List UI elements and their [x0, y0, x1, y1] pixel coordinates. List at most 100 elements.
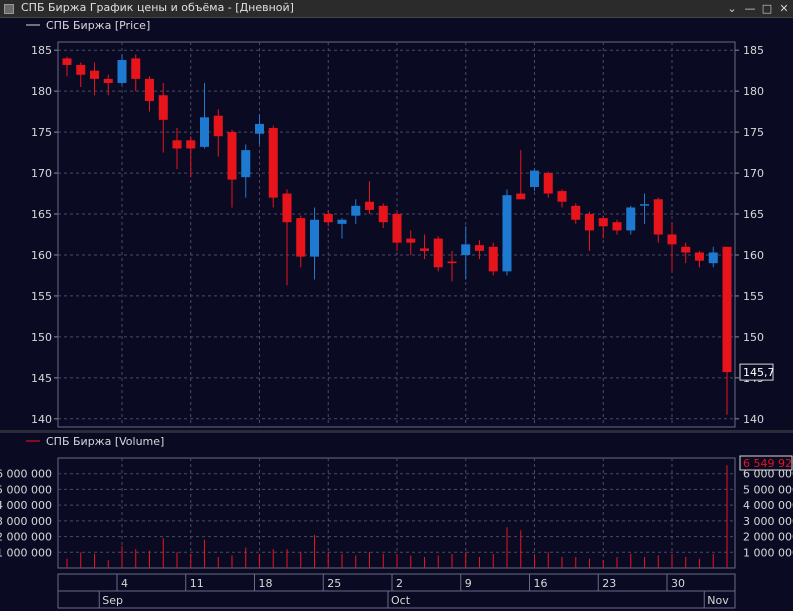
day-tick-label: 11 [190, 577, 204, 590]
day-tick-label: 16 [534, 577, 548, 590]
candle-body [585, 214, 594, 231]
candle-body [131, 58, 141, 79]
candle-body [392, 214, 402, 243]
candle-body [90, 70, 99, 79]
candle-body [516, 193, 526, 200]
candle-body [323, 214, 333, 223]
price-tick-label-left: 155 [31, 290, 52, 303]
volume-tick-label-right: 4 000 000 [743, 499, 793, 512]
price-volume-chart[interactable]: СПБ Биржа [Price] 1401451501551601651701… [0, 19, 793, 611]
last-price-marker: 145,7 [739, 363, 775, 381]
day-ticks: 4 11 18 25 2 9 16 23 30 [116, 574, 685, 591]
candles [62, 54, 732, 415]
candle-body [640, 204, 649, 206]
month-axis-strip [57, 590, 736, 609]
last-volume-marker: 6 549 929 [739, 455, 793, 471]
volume-tick-label-left: 5 000 000 [0, 483, 52, 496]
price-tick-label-left: 185 [31, 44, 52, 57]
candle-body [365, 201, 374, 210]
price-legend: СПБ Биржа [Price] [46, 19, 150, 32]
window-titlebar: СПБ Биржа График цены и объёма - [Дневно… [0, 0, 793, 18]
last-volume-label: 6 549 929 [743, 457, 793, 470]
last-price-label: 145,7 [743, 366, 775, 379]
panel-divider[interactable] [0, 430, 793, 433]
last-price-box [739, 363, 774, 381]
price-tick-label-right: 160 [743, 249, 764, 262]
volume-axis-left: 1 000 000 2 000 000 3 000 000 4 000 000 5 00… [0, 468, 52, 560]
price-panel[interactable]: СПБ Биржа [Price] 1401451501551601651701… [26, 19, 775, 428]
candle-body [598, 218, 608, 227]
close-button[interactable]: ✕ [779, 2, 789, 15]
candle-body [62, 58, 72, 65]
volume-tick-label-left: 3 000 000 [0, 515, 52, 528]
candle-body [145, 78, 154, 101]
candle-body [241, 150, 251, 178]
candle-body [433, 238, 443, 268]
candle-body [626, 207, 636, 231]
volume-tick-label-right: 3 000 000 [743, 515, 793, 528]
price-tick-label-right: 150 [743, 331, 764, 344]
candle-body [681, 246, 691, 253]
candle-body [310, 219, 319, 257]
month-tick-label: Sep [102, 594, 123, 607]
volume-tick-label-right: 1 000 000 [743, 546, 793, 559]
candle-body [708, 252, 718, 264]
price-tick-label-left: 145 [31, 372, 52, 385]
month-tick-label: Oct [391, 594, 411, 607]
volume-tick-label-left: 4 000 000 [0, 499, 52, 512]
price-axis-left: 140 145 150 155 160 165 170 175 180 185 [31, 44, 58, 426]
time-axis[interactable]: 4 11 18 25 2 9 16 23 30 Sep Oct Nov [57, 573, 736, 609]
volume-tick-label-right: 2 000 000 [743, 531, 793, 544]
volume-tick-label-left: 6 000 000 [0, 468, 52, 481]
candle-body [475, 245, 484, 251]
volume-tick-label-right: 5 000 000 [743, 483, 793, 496]
volume-axis-right: 1 000 000 2 000 000 3 000 000 4 000 000 5 00… [743, 468, 793, 560]
price-tick-label-left: 165 [31, 208, 52, 221]
candle-body [447, 261, 457, 264]
month-ticks: Sep Oct Nov [98, 591, 729, 608]
candle-body [268, 128, 278, 198]
window-title: СПБ Биржа График цены и объёма - [Дневно… [21, 1, 294, 14]
day-tick-label: 23 [602, 577, 616, 590]
price-tick-label-left: 180 [31, 85, 52, 98]
day-tick-label: 9 [465, 577, 472, 590]
price-tick-label-right: 165 [743, 208, 764, 221]
candle-body [612, 222, 622, 231]
candle-body [337, 219, 347, 224]
candle-body [530, 170, 539, 187]
volume-tick-label-left: 2 000 000 [0, 531, 52, 544]
candle-body [200, 117, 209, 147]
candle-body [461, 244, 471, 255]
candle-body [378, 205, 388, 223]
day-tick-label: 18 [259, 577, 273, 590]
price-tick-label-left: 170 [31, 167, 52, 180]
month-tick-label: Nov [707, 594, 729, 607]
candle-body [76, 64, 86, 75]
minimize-button[interactable]: — [744, 2, 756, 15]
volume-tick-label-left: 1 000 000 [0, 546, 52, 559]
price-tick-label-right: 175 [743, 126, 764, 139]
restore-button[interactable]: □ [761, 2, 773, 15]
candle-body [172, 140, 182, 149]
candle-body [653, 199, 663, 235]
candle-body [186, 140, 196, 149]
candle-body [296, 218, 306, 257]
candle-body [406, 238, 416, 243]
candle-body [557, 191, 567, 202]
candle-body [571, 205, 581, 220]
day-tick-label: 30 [671, 577, 685, 590]
candle-body [667, 234, 677, 245]
volume-panel[interactable]: СПБ Биржа [Volume] 1 000 000 2 000 000 3 0… [0, 435, 793, 569]
price-tick-label-right: 180 [743, 85, 764, 98]
candle-body [695, 252, 704, 261]
day-tick-label: 25 [327, 577, 341, 590]
app-icon [4, 4, 14, 14]
candle-body [282, 193, 292, 223]
price-tick-label-right: 185 [743, 44, 764, 57]
candle-body [255, 123, 264, 134]
candle-body [543, 173, 553, 194]
candle-body [117, 60, 127, 83]
window-menu-button[interactable]: ⌄ [727, 2, 737, 15]
candle-body [103, 78, 113, 83]
candle-body [420, 248, 429, 251]
